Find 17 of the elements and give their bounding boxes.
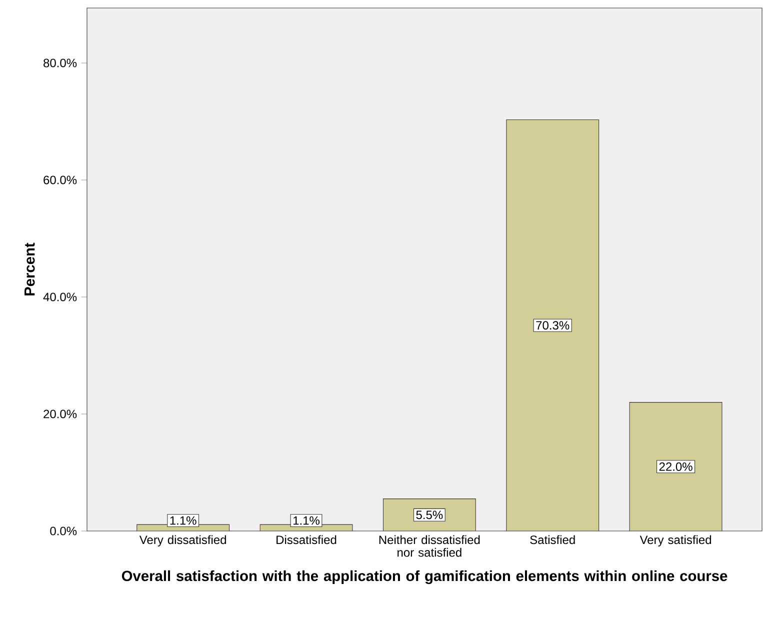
x-tick-label: Very satisfied: [640, 535, 712, 546]
data-label: 1.1%: [294, 516, 320, 525]
y-tick-label: 60.0%: [44, 176, 77, 184]
y-tick-label: 20.0%: [44, 410, 77, 418]
data-label: 70.3%: [536, 321, 570, 330]
data-label: 5.5%: [416, 510, 443, 520]
x-tick-label: Satisfied: [530, 535, 575, 544]
data-label: 1.1%: [170, 516, 196, 525]
x-tick-label: Neither dissatisfied nor satisfied: [379, 535, 480, 557]
y-axis-title: Percent: [24, 242, 35, 296]
y-tick-label: 0.0%: [50, 526, 77, 536]
y-tick-label: 80.0%: [44, 58, 77, 68]
x-tick-label: Very dissatisfied: [139, 535, 226, 546]
data-label: 22.0%: [659, 462, 692, 471]
y-tick-label: 40.0%: [43, 292, 77, 302]
x-tick-label: Dissatisfied: [276, 535, 336, 544]
x-axis-title: Overall satisfaction with the application of gamification elements within online course: [122, 570, 728, 584]
